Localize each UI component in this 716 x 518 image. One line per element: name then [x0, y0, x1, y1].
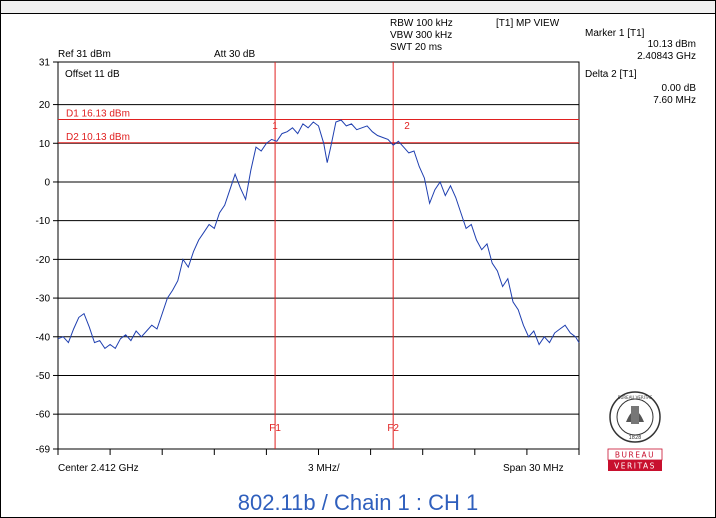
attenuation-label: Att 30 dB: [214, 49, 256, 60]
span-label: Span 30 MHz: [503, 463, 564, 474]
y-tick-label: -30: [36, 294, 51, 305]
marker-label: 2: [404, 121, 410, 132]
y-tick-label: -69: [36, 445, 51, 456]
rbw-label: RBW 100 kHz: [390, 18, 453, 29]
plot-grid: 31 20 10 0 -10 -20 -30 -40 -50 -60 -69: [36, 58, 580, 456]
span-per-division-label: 3 MHz/: [308, 463, 340, 474]
svg-text:BUREAU: BUREAU: [615, 451, 655, 460]
marker-frequency: 2.40843 GHz: [637, 51, 696, 62]
plot-frame: [57, 61, 580, 450]
vbw-label: VBW 300 kHz: [390, 30, 453, 41]
y-tick-label: 10: [39, 139, 51, 150]
ref-level-label: Ref 31 dBm: [58, 49, 111, 60]
figure-caption: 802.11b / Chain 1 : CH 1: [237, 490, 479, 515]
center-frequency-label: Center 2.412 GHz: [58, 463, 139, 474]
mode-label: [T1] MP VIEW: [496, 18, 560, 29]
y-tick-label: -40: [36, 332, 51, 343]
bureau-veritas-logo: BUREAU VERITAS 1828 BUREAU VERITAS: [607, 391, 663, 471]
y-tick-label: -10: [36, 216, 51, 227]
svg-text:1828: 1828: [629, 435, 642, 441]
frequency-line-label: F1: [269, 423, 281, 434]
marker-level: 10.13 dBm: [647, 39, 696, 50]
y-tick-label: 31: [39, 58, 51, 69]
offset-label: Offset 11 dB: [65, 69, 120, 80]
marker-title: Marker 1 [T1]: [585, 28, 645, 39]
y-tick-label: 20: [39, 100, 51, 111]
svg-text:VERITAS: VERITAS: [614, 462, 656, 471]
y-tick-label: -60: [36, 410, 51, 421]
frequency-line-label: F2: [387, 423, 399, 434]
delta-title: Delta 2 [T1]: [585, 69, 637, 80]
delta-level: 0.00 dB: [661, 83, 696, 94]
top-bar: [1, 1, 715, 14]
y-tick-label: -50: [36, 371, 51, 382]
display-lines: D1 16.13 dBm D2 10.13 dBm F1 F2: [58, 62, 579, 449]
y-tick-label: 0: [44, 177, 50, 188]
trace: [57, 119, 580, 350]
delta-frequency: 7.60 MHz: [653, 95, 696, 106]
y-tick-label: -20: [36, 255, 51, 266]
marker-label: 1: [272, 121, 278, 132]
svg-text:BUREAU VERITAS: BUREAU VERITAS: [618, 395, 653, 400]
spectrum-trace: [57, 119, 580, 350]
swt-label: SWT 20 ms: [390, 42, 443, 53]
spectrum-plot: 31 20 10 0 -10 -20 -30 -40 -50 -60 -69 D1 16.13 dB…: [36, 58, 580, 456]
display-line-label: D2 10.13 dBm: [66, 132, 130, 143]
display-line-label: D1 16.13 dBm: [66, 109, 130, 120]
